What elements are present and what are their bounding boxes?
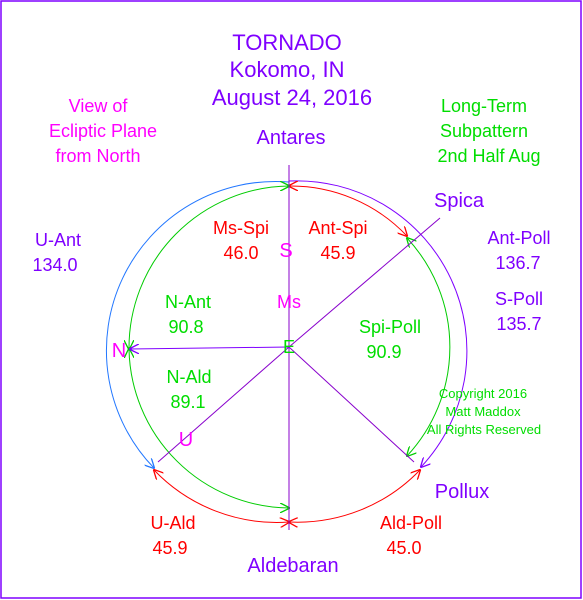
subpattern-line3: 2nd Half Aug (437, 146, 540, 166)
subpattern-line2: Subpattern (440, 121, 528, 141)
spi-poll-label: Spi-Poll (359, 317, 421, 337)
title-line1: TORNADO (232, 30, 342, 55)
ant-poll-value: 136.7 (495, 253, 540, 273)
title-line2: Kokomo, IN (230, 57, 345, 82)
n-ant-label: N-Ant (165, 292, 211, 312)
marker-e: E (283, 337, 295, 357)
copyright-line1: Copyright 2016 (439, 386, 527, 401)
spica-line (288, 217, 441, 348)
ant-poll-label: Ant-Poll (487, 228, 550, 248)
ms-spi-label: Ms-Spi (213, 218, 269, 238)
pollux-line (288, 346, 415, 463)
view-note-line3: from North (55, 146, 140, 166)
title-line3: August 24, 2016 (212, 85, 372, 110)
s-poll-value: 135.7 (496, 314, 541, 334)
ant-spi-value: 45.9 (320, 243, 355, 263)
n-ald-value: 89.1 (170, 392, 205, 412)
u-ald-label: U-Ald (150, 513, 195, 533)
ald-poll-value: 45.0 (386, 538, 421, 558)
ald-poll-label: Ald-Poll (380, 513, 442, 533)
star-antares: Antares (257, 127, 326, 149)
marker-ms: Ms (277, 292, 301, 312)
ald-poll-arc (289, 470, 420, 522)
spi-poll-arc (407, 238, 451, 456)
n-ant-value: 90.8 (168, 317, 203, 337)
spi-poll-value: 90.9 (366, 342, 401, 362)
u-ant-label: U-Ant (35, 230, 81, 250)
star-aldebaran: Aldebaran (247, 555, 338, 577)
view-note-line2: Ecliptic Plane (49, 121, 157, 141)
ms-spi-value: 46.0 (223, 243, 258, 263)
uranus-line (157, 346, 290, 463)
n-ant-arc (129, 186, 289, 349)
node-line (130, 347, 290, 349)
marker-s: S (279, 240, 292, 262)
marker-n: N (112, 340, 126, 362)
s-poll-label: S-Poll (495, 289, 543, 309)
ant-spi-label: Ant-Spi (308, 218, 367, 238)
ant-spi-arc (289, 186, 407, 236)
subpattern-line1: Long-Term (441, 96, 527, 116)
u-ald-value: 45.9 (152, 538, 187, 558)
star-pollux: Pollux (435, 481, 489, 503)
view-note-line1: View of (69, 96, 129, 116)
copyright-line3: All Rights Reserved (427, 422, 541, 437)
u-ant-value: 134.0 (32, 255, 77, 275)
n-ald-arc (129, 349, 289, 508)
marker-u: U (179, 429, 193, 451)
n-ald-label: N-Ald (166, 367, 211, 387)
star-spica: Spica (434, 190, 485, 212)
copyright-line2: Matt Maddox (445, 404, 521, 419)
